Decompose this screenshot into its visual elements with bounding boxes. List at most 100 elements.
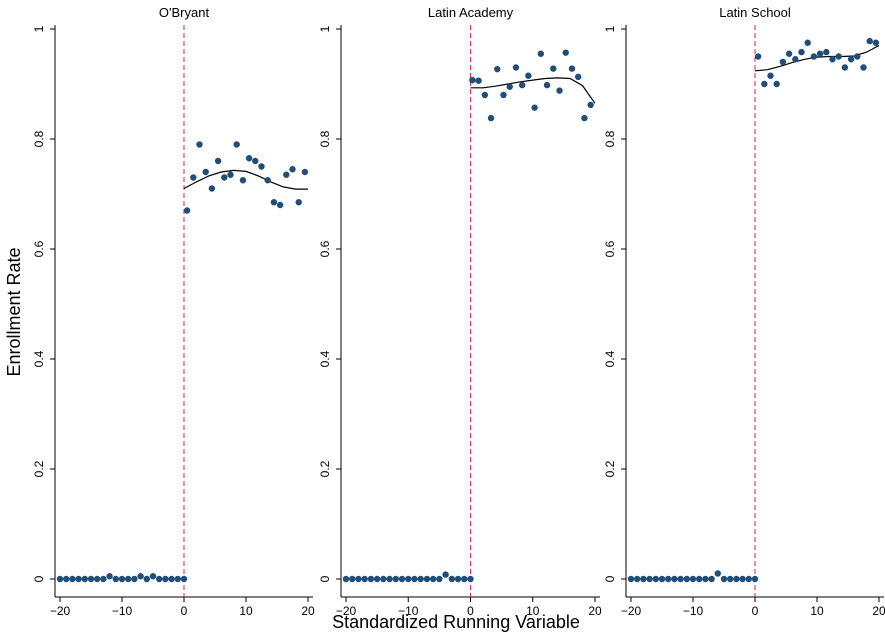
data-point — [156, 575, 163, 583]
x-tick-label: −20 — [336, 604, 357, 618]
x-tick-label: 10 — [239, 604, 253, 618]
data-point — [739, 575, 746, 583]
data-point — [429, 575, 437, 583]
data-point — [442, 571, 449, 578]
y-tick-label: 0.2 — [318, 460, 332, 477]
data-point — [587, 101, 594, 109]
y-tick-label: 1 — [603, 25, 617, 32]
data-point — [373, 575, 381, 583]
data-point — [469, 76, 476, 84]
x-tick-label: −20 — [621, 604, 642, 618]
data-point — [196, 141, 203, 148]
data-point — [767, 72, 774, 79]
data-point — [355, 575, 362, 583]
data-point — [646, 575, 653, 583]
y-tick-label: 0.6 — [32, 240, 46, 257]
y-tick-label: 0.6 — [603, 240, 617, 257]
data-point — [214, 157, 222, 165]
data-point — [816, 50, 824, 57]
data-point — [131, 575, 138, 583]
data-point — [785, 50, 793, 57]
y-tick-label: 0.2 — [32, 460, 46, 477]
data-point — [872, 39, 880, 46]
data-point — [720, 575, 728, 583]
data-point — [727, 575, 734, 583]
data-point — [62, 575, 70, 583]
data-point — [754, 53, 762, 60]
data-point — [640, 575, 647, 583]
data-point — [665, 575, 672, 583]
data-point — [634, 575, 641, 583]
data-point — [112, 575, 120, 583]
y-tick-label: 0 — [32, 575, 46, 582]
data-point — [745, 575, 752, 583]
data-point — [87, 575, 95, 583]
data-point — [392, 575, 399, 583]
y-tick-label: 0.4 — [603, 350, 617, 367]
x-tick-label: 10 — [526, 604, 540, 618]
data-point — [689, 575, 697, 583]
data-point — [208, 185, 216, 192]
data-point — [180, 575, 188, 583]
data-point — [627, 575, 635, 583]
data-point — [380, 575, 387, 583]
data-point — [562, 49, 569, 56]
data-point — [500, 91, 507, 99]
data-point — [810, 53, 818, 60]
data-point — [423, 575, 431, 583]
data-point — [804, 39, 811, 46]
data-point — [761, 80, 768, 88]
data-point — [708, 575, 715, 583]
data-point — [847, 56, 855, 63]
data-point — [487, 114, 495, 122]
data-point — [301, 168, 309, 176]
x-tick-label: −10 — [112, 604, 133, 618]
data-point — [118, 575, 126, 583]
x-axis-title: Standardized Running Variable — [332, 612, 580, 632]
data-point — [702, 575, 709, 583]
data-point — [518, 81, 526, 89]
y-tick-label: 0.8 — [32, 130, 46, 147]
data-point — [283, 171, 290, 178]
data-point — [252, 157, 259, 165]
data-point — [233, 141, 240, 148]
data-point — [245, 155, 253, 162]
x-tick-label: 0 — [752, 604, 759, 618]
data-point — [143, 575, 150, 583]
data-point — [405, 575, 412, 583]
data-point — [841, 64, 849, 71]
data-point — [525, 72, 532, 79]
panel-title: O'Bryant — [159, 5, 210, 20]
data-point — [411, 575, 418, 583]
data-point — [860, 64, 867, 71]
data-point — [361, 575, 368, 583]
data-point — [276, 201, 284, 209]
y-tick-label: 0.4 — [32, 350, 46, 367]
data-point — [494, 65, 501, 73]
data-point — [481, 91, 489, 99]
data-point — [792, 56, 799, 63]
y-tick-label: 1 — [32, 25, 46, 32]
data-point — [671, 575, 678, 583]
fit-line — [470, 77, 596, 104]
data-point — [568, 65, 576, 72]
data-point — [367, 575, 375, 583]
data-point — [270, 199, 278, 206]
data-point — [531, 104, 538, 111]
x-tick-label: 20 — [588, 604, 602, 618]
data-point — [137, 573, 144, 580]
data-point — [202, 168, 209, 176]
data-point — [751, 575, 759, 583]
data-point — [417, 575, 424, 583]
data-point — [75, 575, 82, 583]
data-point — [149, 573, 157, 580]
data-point — [556, 87, 563, 94]
y-tick-label: 0.2 — [603, 460, 617, 477]
data-point — [398, 575, 406, 583]
y-tick-label: 0.4 — [318, 350, 332, 367]
data-point — [461, 575, 468, 583]
fit-line — [183, 169, 308, 190]
y-tick-label: 0.8 — [603, 130, 617, 147]
